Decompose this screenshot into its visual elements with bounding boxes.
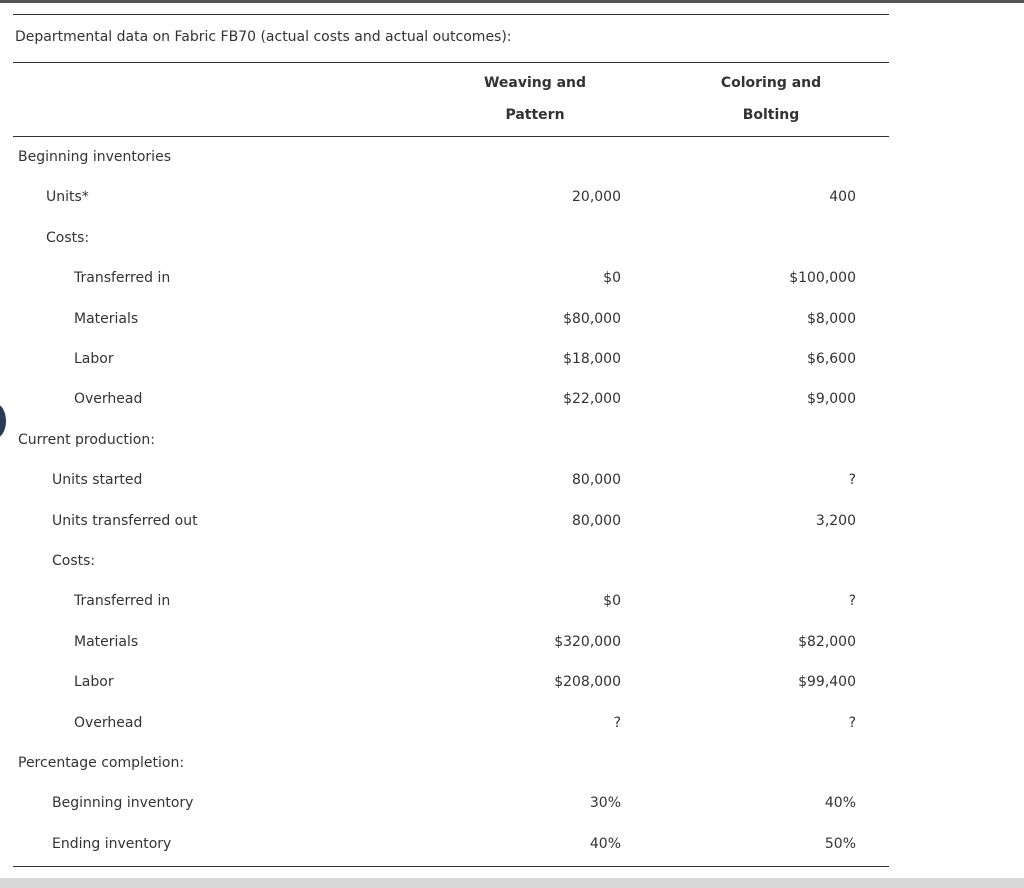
top-bar bbox=[0, 0, 1024, 3]
cell-value: $82,000 bbox=[798, 633, 856, 650]
cell-value: $22,000 bbox=[563, 391, 621, 408]
cell-value: $8,000 bbox=[807, 310, 856, 327]
cell-value: 400 bbox=[829, 189, 856, 206]
rule bbox=[13, 14, 889, 15]
cell-value: $0 bbox=[603, 593, 621, 610]
rule bbox=[13, 866, 889, 867]
rule bbox=[13, 136, 889, 137]
row-label: Labor bbox=[74, 674, 114, 691]
row-label: Overhead bbox=[74, 714, 143, 731]
cell-value: ? bbox=[613, 714, 621, 731]
cell-value: 20,000 bbox=[572, 189, 621, 206]
column-header: Pattern bbox=[505, 107, 565, 123]
column-header: Bolting bbox=[742, 107, 800, 123]
cell-value: ? bbox=[848, 593, 856, 610]
column-header: Coloring and bbox=[720, 75, 822, 91]
cell-value: $99,400 bbox=[798, 674, 856, 691]
cell-value: $9,000 bbox=[807, 391, 856, 408]
row-label: Labor bbox=[74, 351, 114, 367]
row-label: Transferred in bbox=[74, 593, 171, 610]
cell-value: 80,000 bbox=[572, 472, 621, 489]
cell-value: 40% bbox=[589, 835, 621, 852]
cell-value: 50% bbox=[824, 835, 856, 852]
row-label: Ending inventory bbox=[52, 835, 172, 852]
cell-value: $18,000 bbox=[563, 351, 621, 367]
cell-value: $6,600 bbox=[807, 351, 856, 367]
row-label: Materials bbox=[74, 633, 139, 650]
row-label: Transferred in bbox=[74, 270, 171, 287]
cell-value: $0 bbox=[603, 270, 621, 287]
row-label: Units started bbox=[52, 472, 143, 489]
row-label: Units* bbox=[46, 189, 89, 206]
cell-value: 30% bbox=[589, 795, 621, 812]
row-label: Current production: bbox=[18, 431, 155, 448]
cell-value: $320,000 bbox=[554, 633, 621, 650]
row-label: Beginning inventory bbox=[52, 795, 194, 812]
rule bbox=[13, 62, 889, 63]
row-label: Costs: bbox=[52, 553, 96, 569]
cell-value: ? bbox=[848, 714, 856, 731]
row-label: Units transferred out bbox=[52, 512, 198, 529]
cell-value: $80,000 bbox=[563, 310, 621, 327]
cell-value: 3,200 bbox=[815, 512, 856, 529]
title: Departmental data on Fabric FB70 (actual… bbox=[15, 29, 512, 45]
side-marker bbox=[0, 404, 6, 438]
row-label: Percentage completion: bbox=[18, 755, 185, 771]
row-label: Materials bbox=[74, 310, 139, 327]
cell-value: $100,000 bbox=[789, 270, 856, 287]
cell-value: 40% bbox=[824, 795, 856, 812]
cell-value: ? bbox=[848, 472, 856, 489]
row-label: Beginning inventories bbox=[18, 149, 171, 165]
cell-value: 80,000 bbox=[572, 512, 621, 529]
row-label: Overhead bbox=[74, 391, 143, 408]
column-header: Weaving and bbox=[483, 75, 587, 91]
cell-value: $208,000 bbox=[554, 674, 621, 691]
bottom-bar bbox=[0, 878, 1024, 888]
row-label: Costs: bbox=[46, 229, 90, 246]
